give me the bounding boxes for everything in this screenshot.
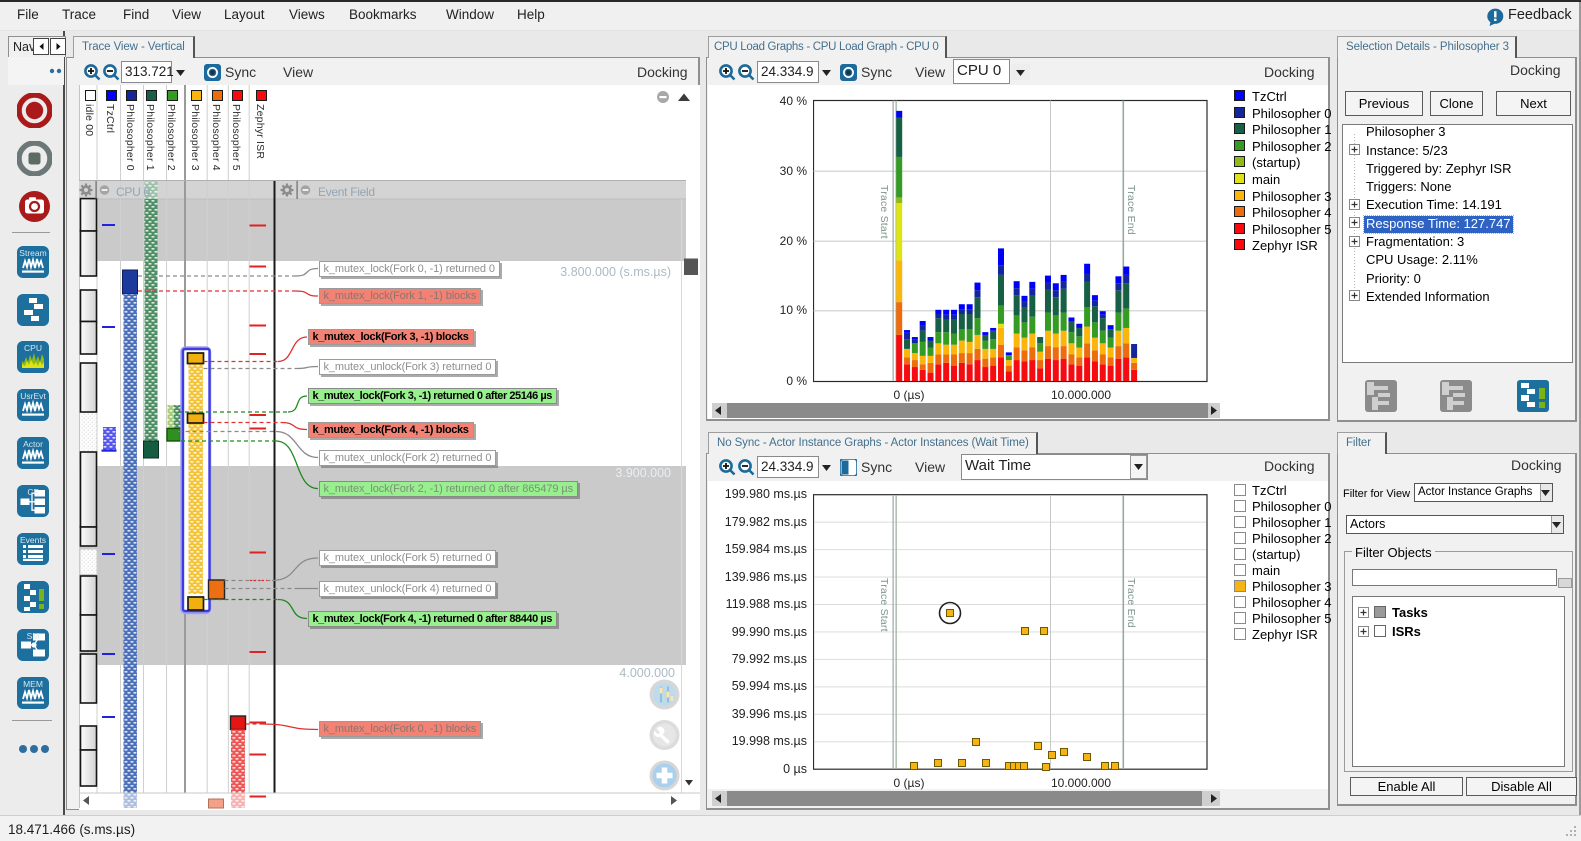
svg-text:CF: CF [27, 487, 38, 497]
svg-text:UsrEvt: UsrEvt [20, 391, 46, 401]
svg-text:SM: SM [27, 631, 40, 641]
svg-text:Events: Events [20, 535, 46, 545]
svg-text:CPU: CPU [24, 343, 42, 353]
svg-text:Actor: Actor [23, 439, 43, 449]
svg-text:Stream: Stream [19, 248, 46, 258]
svg-text:MEM: MEM [23, 679, 43, 689]
